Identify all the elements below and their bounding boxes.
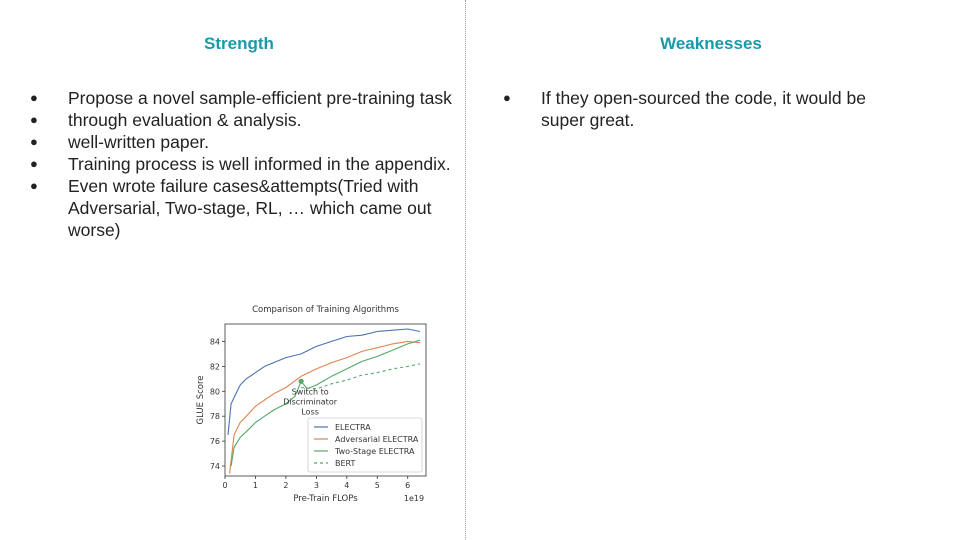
list-item: ● through evaluation & analysis.	[30, 109, 470, 131]
training-comparison-chart: Comparison of Training Algorithms 0 1 2 3 4 5 6…	[193, 297, 455, 509]
x-tick-label: 3	[314, 481, 319, 490]
list-item-text: Even wrote failure cases&attempts(Tried …	[68, 176, 432, 240]
y-tick-label: 78	[210, 412, 220, 421]
bullet-icon: ●	[30, 112, 38, 127]
legend-label: Adversarial ELECTRA	[335, 435, 419, 444]
x-tick-label: 6	[405, 481, 410, 490]
y-tick-label: 84	[210, 337, 220, 346]
x-tick-label: 2	[283, 481, 288, 490]
bullet-icon: ●	[30, 156, 38, 171]
weaknesses-title: Weaknesses	[660, 34, 762, 53]
bullet-icon: ●	[30, 134, 38, 149]
bullet-icon: ●	[30, 178, 38, 193]
x-tick-label: 5	[375, 481, 380, 490]
x-axis-label: Pre-Train FLOPs	[293, 494, 358, 504]
list-item-text: Training process is well informed in the…	[68, 154, 451, 174]
series-line-bert	[301, 363, 421, 390]
x-offset-label: 1e19	[404, 494, 424, 503]
strength-title: Strength	[204, 34, 274, 53]
series-line-electra	[227, 328, 421, 435]
list-item: ● Propose a novel sample-efficient pre-tr…	[30, 87, 470, 109]
y-tick-label: 76	[210, 437, 220, 446]
list-item-text: well-written paper.	[68, 132, 210, 152]
annotation-text: Discriminator	[283, 397, 337, 406]
series-line-adversarial-electra	[229, 340, 420, 474]
list-item: ● If they open-sourced the code, it would…	[503, 87, 903, 131]
chart-title: Comparison of Training Algorithms	[252, 305, 399, 315]
bullet-icon: ●	[503, 90, 511, 105]
annotation-marker	[298, 378, 304, 384]
list-item: ● well-written paper.	[30, 131, 470, 153]
column-divider	[465, 0, 466, 540]
bullet-icon: ●	[30, 90, 38, 105]
y-tick-label: 80	[210, 387, 220, 396]
legend-label: ELECTRA	[335, 423, 371, 432]
strength-list: ● Propose a novel sample-efficient pre-tr…	[30, 87, 470, 241]
legend-label: Two-Stage ELECTRA	[334, 447, 415, 456]
legend-box	[307, 417, 423, 473]
x-tick-label: 4	[344, 481, 349, 490]
list-item-text: Propose a novel sample-efficient pre-tra…	[68, 88, 452, 108]
y-axis-label: GLUE Score	[196, 376, 206, 425]
y-tick-label: 82	[210, 362, 220, 371]
annotation-text: Switch to	[292, 387, 329, 396]
list-item-text: If they open-sourced the code, it would …	[541, 88, 866, 130]
list-item-text: through evaluation & analysis.	[68, 110, 302, 130]
weaknesses-list: ● If they open-sourced the code, it would…	[503, 87, 903, 131]
list-item: ● Even wrote failure cases&attempts(Tried…	[30, 175, 470, 241]
legend-label: BERT	[335, 459, 356, 468]
y-tick-label: 74	[210, 462, 220, 471]
annotation-text: Loss	[301, 407, 319, 416]
x-tick-label: 1	[253, 481, 258, 490]
list-item: ● Training process is well informed in th…	[30, 153, 470, 175]
x-tick-label: 0	[222, 481, 227, 490]
chart-svg: Comparison of Training Algorithms 0 1 2 3 4 5 6…	[196, 305, 427, 504]
